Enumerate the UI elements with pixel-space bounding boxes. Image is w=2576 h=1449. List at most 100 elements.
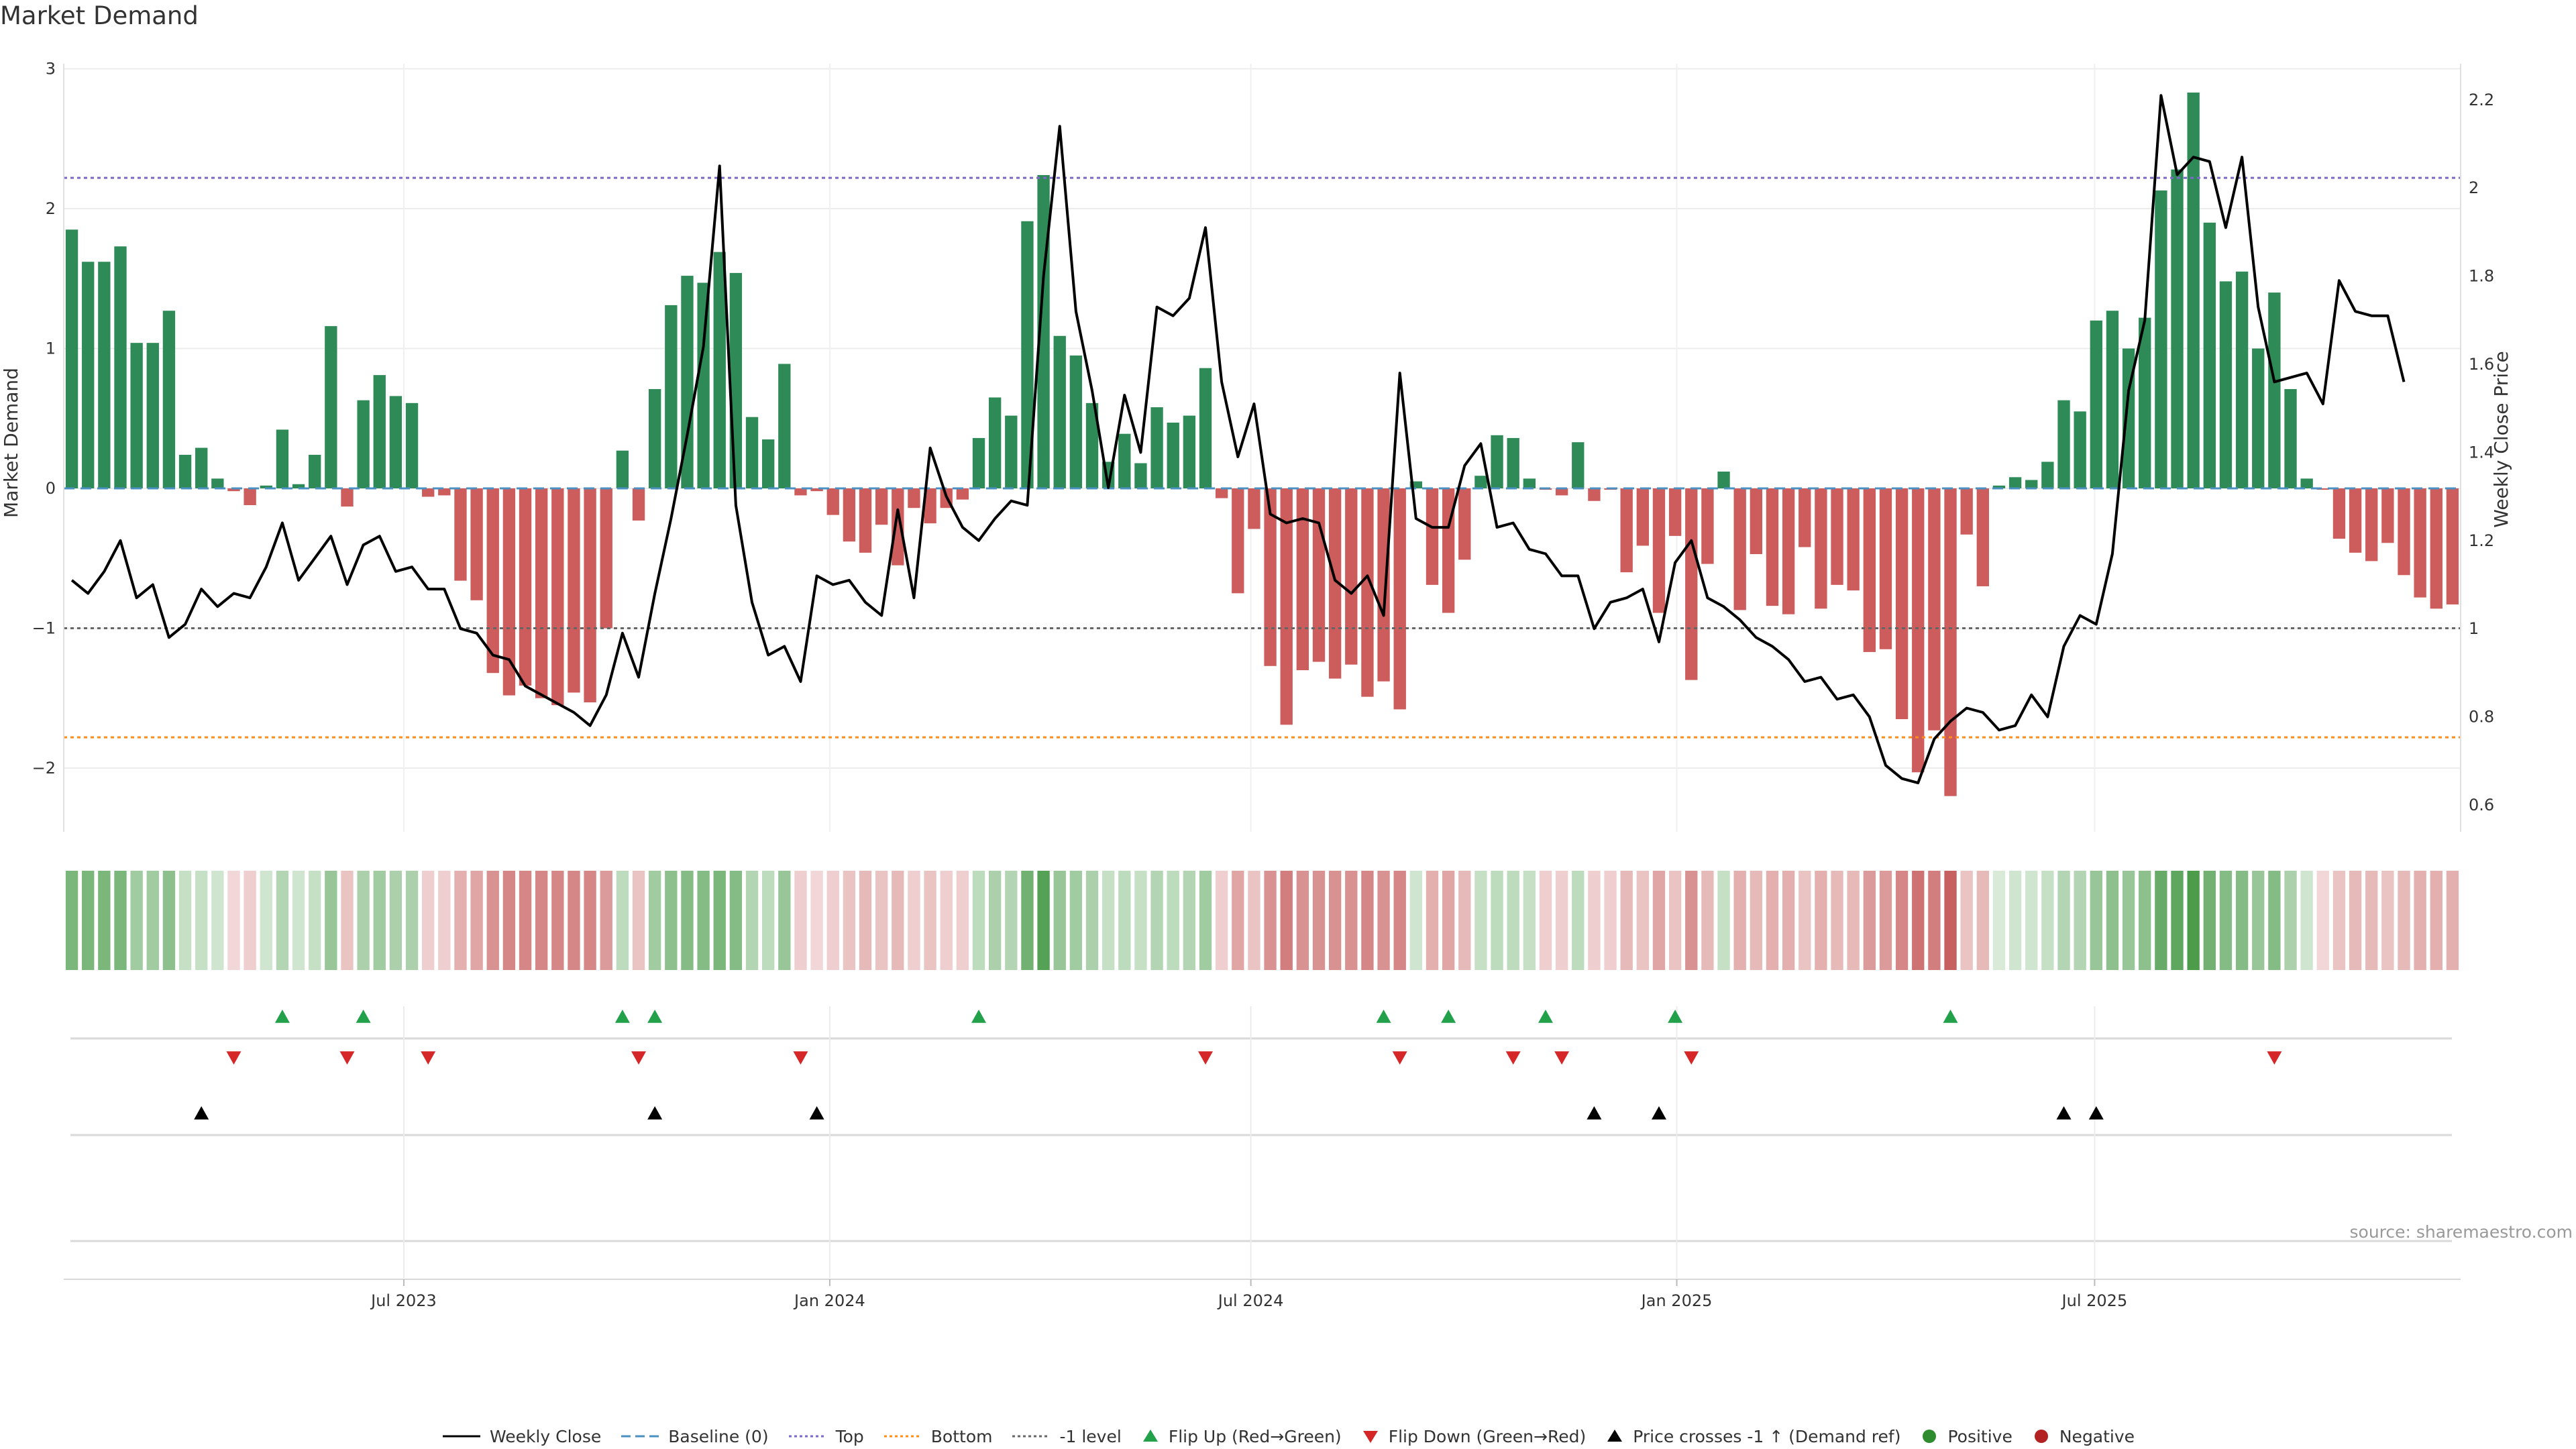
demand-bar bbox=[1183, 415, 1196, 488]
heatmap-cell bbox=[1296, 871, 1309, 970]
demand-bar bbox=[843, 488, 856, 542]
demand-bar bbox=[1345, 488, 1358, 665]
heatmap-cell bbox=[1976, 871, 1989, 970]
demand-bar bbox=[1750, 488, 1763, 554]
demand-bar bbox=[1685, 488, 1698, 680]
legend-label: Flip Down (Green→Red) bbox=[1388, 1426, 1587, 1446]
x-tick-label: Jul 2025 bbox=[2061, 1291, 2128, 1310]
heatmap-cell bbox=[2008, 871, 2022, 970]
demand-bar bbox=[761, 439, 775, 488]
y2-tick-label: 0.6 bbox=[2469, 796, 2494, 814]
weekly-close-line bbox=[70, 94, 2406, 785]
y-tick-label: −2 bbox=[32, 759, 56, 777]
legend-item-flip_up: Flip Up (Red→Green) bbox=[1140, 1427, 1342, 1446]
flip-up-marker bbox=[614, 1010, 630, 1023]
flip-up-marker bbox=[274, 1010, 290, 1023]
legend-label: Flip Up (Red→Green) bbox=[1168, 1426, 1342, 1446]
flip-down-marker bbox=[1554, 1051, 1570, 1065]
demand-bar bbox=[1572, 442, 1585, 488]
demand-bar bbox=[486, 488, 499, 674]
demand-bar bbox=[1491, 435, 1503, 488]
heatmap-cell bbox=[1588, 871, 1601, 970]
demand-bar bbox=[2316, 488, 2329, 490]
legend-label: Baseline (0) bbox=[668, 1426, 769, 1446]
heatmap-cell bbox=[2284, 871, 2297, 970]
demand-bar bbox=[1733, 488, 1746, 610]
demand-bar bbox=[1879, 488, 1892, 649]
demand-bar bbox=[1588, 488, 1601, 501]
flip-down-marker bbox=[1505, 1051, 1521, 1065]
heatmap-cell bbox=[2106, 871, 2119, 970]
demand-bar bbox=[2106, 311, 2119, 488]
event-markers bbox=[70, 1006, 2452, 1278]
legend-label: Weekly Close bbox=[489, 1426, 602, 1446]
flip-up-marker bbox=[356, 1010, 371, 1023]
heatmap-cell bbox=[1442, 871, 1455, 970]
heatmap-cell bbox=[1685, 871, 1698, 970]
demand-bar bbox=[1782, 488, 1795, 614]
heatmap-cell bbox=[2268, 871, 2281, 970]
x-tick-label: Jan 2025 bbox=[1640, 1291, 1713, 1310]
flip-up-marker bbox=[971, 1010, 987, 1023]
demand-bar bbox=[924, 488, 936, 524]
demand-bar bbox=[729, 272, 743, 488]
heatmap-cell bbox=[988, 871, 1002, 970]
heatmap-cell bbox=[1280, 871, 1293, 970]
heatmap-cell bbox=[1037, 871, 1050, 970]
heatmap-cell bbox=[1085, 871, 1099, 970]
demand-bar bbox=[1361, 488, 1374, 697]
heatmap-cell bbox=[1312, 871, 1326, 970]
demand-bar bbox=[1264, 488, 1277, 666]
demand-bar bbox=[276, 429, 289, 488]
heatmap-cell bbox=[1053, 871, 1066, 970]
heatmap-cell bbox=[875, 871, 888, 970]
heatmap-cell bbox=[276, 871, 289, 970]
legend-item-top: Top bbox=[788, 1427, 864, 1446]
legend-triangle bbox=[1362, 1431, 1378, 1443]
heatmap-cell bbox=[438, 871, 451, 970]
demand-bar bbox=[875, 488, 888, 525]
demand-bar bbox=[1620, 488, 1633, 573]
demand-bar bbox=[1150, 407, 1163, 488]
heatmap-cell bbox=[1620, 871, 1633, 970]
legend-item-cross: Price crosses -1 ↑ (Demand ref) bbox=[1605, 1427, 1900, 1446]
demand-bar bbox=[1992, 485, 2006, 488]
demand-bar bbox=[2155, 190, 2167, 488]
demand-bar bbox=[2219, 281, 2233, 488]
heatmap-cell bbox=[778, 871, 791, 970]
flip-down-marker bbox=[421, 1051, 436, 1065]
demand-bar bbox=[1701, 488, 1714, 564]
heatmap-cell bbox=[2139, 871, 2151, 970]
heatmap-cell bbox=[1005, 871, 1018, 970]
demand-bar bbox=[697, 282, 710, 488]
heatmap-cell bbox=[1474, 871, 1487, 970]
legend-circle bbox=[1923, 1430, 1937, 1443]
demand-bar bbox=[826, 488, 839, 515]
demand-bar bbox=[859, 488, 872, 553]
y-tick-label: 0 bbox=[46, 479, 56, 498]
source-note: source: sharemaestro.com bbox=[2349, 1222, 2573, 1242]
heatmap-cell bbox=[1199, 871, 1212, 970]
dashed-line-icon bbox=[621, 1435, 659, 1438]
flip-down-marker bbox=[793, 1051, 808, 1065]
demand-bar bbox=[2187, 92, 2200, 488]
heatmap-cell bbox=[389, 871, 402, 970]
heatmap-cell bbox=[1507, 871, 1519, 970]
y-tick-label: 2 bbox=[46, 199, 56, 218]
heatmap-cell bbox=[454, 871, 467, 970]
legend-triangle bbox=[1142, 1430, 1158, 1442]
demand-bar bbox=[1426, 488, 1439, 585]
heatmap-cell bbox=[1150, 871, 1163, 970]
heatmap-cell bbox=[195, 871, 208, 970]
heatmap-cell bbox=[1782, 871, 1795, 970]
heatmap-cell bbox=[2349, 871, 2362, 970]
demand-bar bbox=[778, 364, 791, 488]
demand-bar bbox=[681, 276, 694, 488]
heatmap-cell bbox=[1345, 871, 1358, 970]
demand-bar bbox=[389, 396, 402, 488]
demand-bar bbox=[2057, 400, 2070, 488]
demand-bar bbox=[616, 450, 629, 488]
demand-bar bbox=[972, 437, 985, 488]
heatmap-cell bbox=[292, 871, 305, 970]
y-tick-label: −1 bbox=[32, 619, 56, 638]
